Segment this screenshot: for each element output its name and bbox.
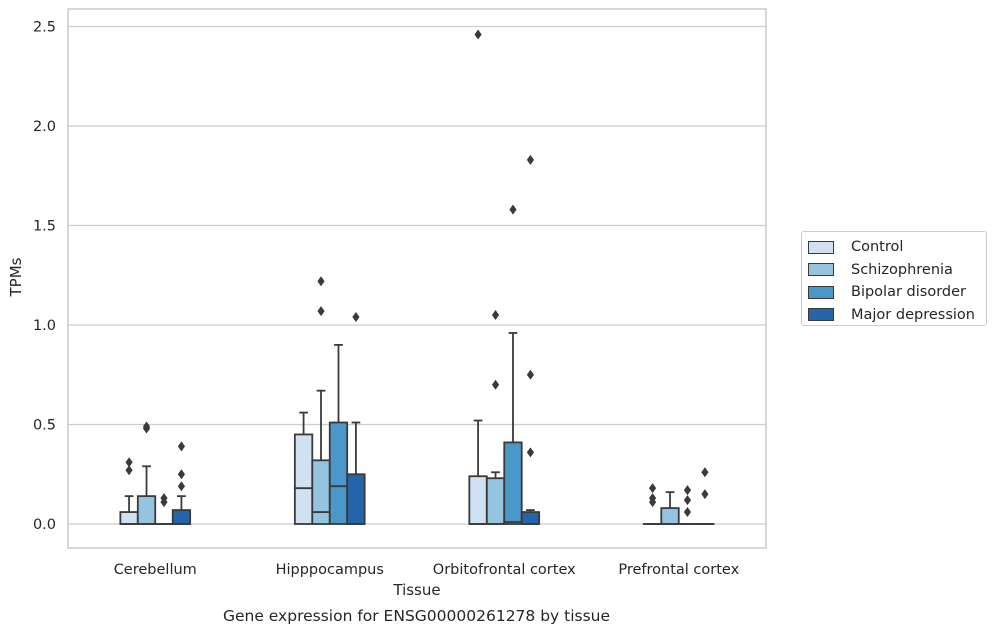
legend-label: Schizophrenia — [851, 261, 953, 278]
box-0-0 — [119, 457, 139, 525]
box-2-0 — [468, 29, 488, 525]
legend-item-bipolar-disorder: Bipolar disorder — [808, 281, 986, 304]
box-1-2 — [328, 343, 349, 525]
outlier-point — [683, 495, 692, 506]
legend-item-control: Control — [808, 236, 986, 259]
legend-label: Bipolar disorder — [851, 284, 966, 301]
box-rect — [346, 473, 366, 525]
outlier-point — [683, 485, 692, 496]
legend-label: Major depression — [851, 306, 975, 323]
y-tick-label: 2.0 — [33, 119, 56, 135]
outlier-point — [701, 489, 709, 500]
x-tick-label: Hipppocampus — [276, 562, 384, 578]
y-axis-label: TPMs — [7, 257, 25, 297]
legend-swatch-schizophrenia — [808, 263, 834, 277]
box-rect — [468, 475, 488, 525]
box-rect — [660, 507, 680, 525]
legend-label: Control — [851, 239, 904, 256]
outlier-point — [317, 306, 325, 317]
outlier-point — [509, 204, 517, 215]
outlier-point — [526, 369, 535, 380]
box-3-0 — [642, 483, 663, 525]
box-3-1 — [660, 491, 680, 525]
outlier-point — [526, 154, 535, 165]
box-rect — [171, 509, 192, 525]
box-1-3 — [346, 312, 366, 525]
outlier-point — [125, 457, 133, 468]
outlier-point — [474, 29, 482, 40]
box-2-2 — [503, 204, 523, 525]
outlier-point — [491, 310, 500, 321]
y-tick-label: 2.5 — [33, 20, 56, 36]
outlier-point — [142, 421, 151, 432]
box-0-2 — [154, 493, 174, 525]
y-tick-label: 1.0 — [33, 318, 56, 334]
outlier-point — [177, 481, 186, 492]
box-2-3 — [520, 154, 541, 525]
box-1-0 — [293, 411, 314, 525]
outlier-point — [648, 493, 657, 504]
legend: Control Schizophrenia Bipolar disorder M… — [801, 231, 987, 326]
outlier-point — [125, 465, 133, 476]
legend-item-schizophrenia: Schizophrenia — [808, 259, 986, 282]
outlier-point — [160, 493, 168, 504]
box-rect — [311, 459, 331, 525]
box-rect — [119, 511, 139, 525]
legend-swatch-major-depression — [808, 308, 834, 322]
outlier-point — [683, 507, 692, 518]
box-0-3 — [171, 441, 192, 525]
outlier-point — [177, 469, 186, 480]
x-axis-label: Tissue — [392, 581, 440, 599]
outlier-point — [701, 467, 709, 478]
box-1-1 — [311, 276, 331, 525]
y-tick-label: 1.5 — [33, 219, 56, 235]
legend-swatch-control — [808, 240, 834, 254]
box-2-1 — [485, 310, 506, 525]
legend-swatch-bipolar-disorder — [808, 285, 834, 299]
x-tick-label: Orbitofrontal cortex — [433, 562, 576, 578]
box-rect — [328, 421, 349, 525]
chart-caption: Gene expression for ENSG00000261278 by t… — [222, 607, 611, 625]
box-rect — [293, 433, 314, 525]
outlier-point — [317, 276, 325, 287]
legend-item-major-depression: Major depression — [808, 304, 986, 327]
box-rect — [520, 511, 541, 525]
plot-area-frame — [67, 8, 767, 549]
box-0-1 — [136, 421, 157, 525]
y-tick-label: 0.0 — [33, 517, 56, 533]
outlier-point — [526, 447, 535, 458]
x-tick-label: Cerebellum — [114, 562, 197, 578]
box-rect — [503, 441, 523, 525]
outlier-point — [352, 312, 360, 323]
x-tick-label: Prefrontal cortex — [618, 562, 739, 578]
box-3-2 — [677, 485, 698, 525]
outlier-point — [648, 483, 657, 494]
box-3-3 — [695, 467, 715, 525]
outlier-point — [177, 441, 186, 452]
box-rect — [485, 477, 506, 525]
y-tick-label: 0.5 — [33, 418, 56, 434]
box-rect — [136, 495, 157, 525]
outlier-point — [491, 379, 500, 390]
